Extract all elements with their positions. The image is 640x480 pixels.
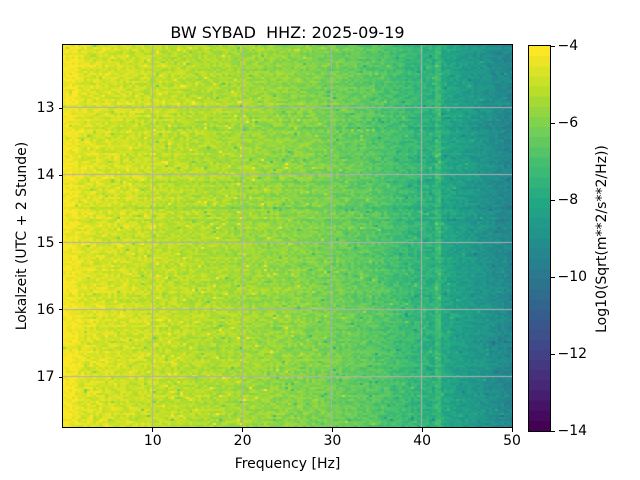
- x-axis-tick: [242, 428, 244, 432]
- y-axis-tick: [58, 242, 62, 244]
- colorbar: [528, 45, 551, 432]
- y-axis-tick: [58, 309, 62, 311]
- x-tick-label: 30: [323, 433, 342, 449]
- plot-area: [62, 44, 513, 428]
- x-axis-tick: [331, 428, 333, 432]
- y-tick-label: 14: [36, 167, 55, 184]
- colorbar-tick-label: −4: [557, 38, 579, 54]
- y-axis-tick: [58, 376, 62, 378]
- y-axis-tick: [58, 174, 62, 176]
- x-tick-label: 10: [143, 433, 162, 449]
- spectrogram-canvas: [63, 45, 512, 427]
- colorbar-tick: [551, 430, 555, 432]
- colorbar-tick: [551, 276, 555, 278]
- y-tick-label: 17: [36, 369, 55, 386]
- colorbar-tick-label: −12: [557, 346, 588, 362]
- colorbar-tick: [551, 199, 555, 201]
- x-tick-label: 50: [503, 433, 521, 449]
- colorbar-tick-label: −6: [557, 115, 579, 131]
- x-axis-tick: [152, 428, 154, 432]
- colorbar-tick: [551, 353, 555, 355]
- x-axis-tick: [511, 428, 513, 432]
- y-axis-tick: [58, 107, 62, 109]
- colorbar-tick-label: −14: [557, 423, 588, 439]
- x-tick-label: 20: [233, 433, 252, 449]
- y-tick-label: 16: [36, 301, 55, 318]
- colorbar-gradient: [529, 46, 550, 431]
- colorbar-label: Log10(Sqrt(m**2/s**2/Hz)): [594, 145, 610, 333]
- y-tick-label: 13: [36, 100, 55, 117]
- x-tick-label: 40: [413, 433, 432, 449]
- x-axis-tick: [421, 428, 423, 432]
- colorbar-tick: [551, 45, 555, 47]
- colorbar-tick: [551, 122, 555, 124]
- x-axis-label: Frequency [Hz]: [234, 456, 341, 472]
- y-tick-label: 15: [36, 234, 55, 251]
- colorbar-tick-label: −10: [557, 269, 588, 285]
- plot-title: BW SYBAD HHZ: 2025-09-19: [170, 23, 405, 42]
- colorbar-tick-label: −8: [557, 192, 579, 208]
